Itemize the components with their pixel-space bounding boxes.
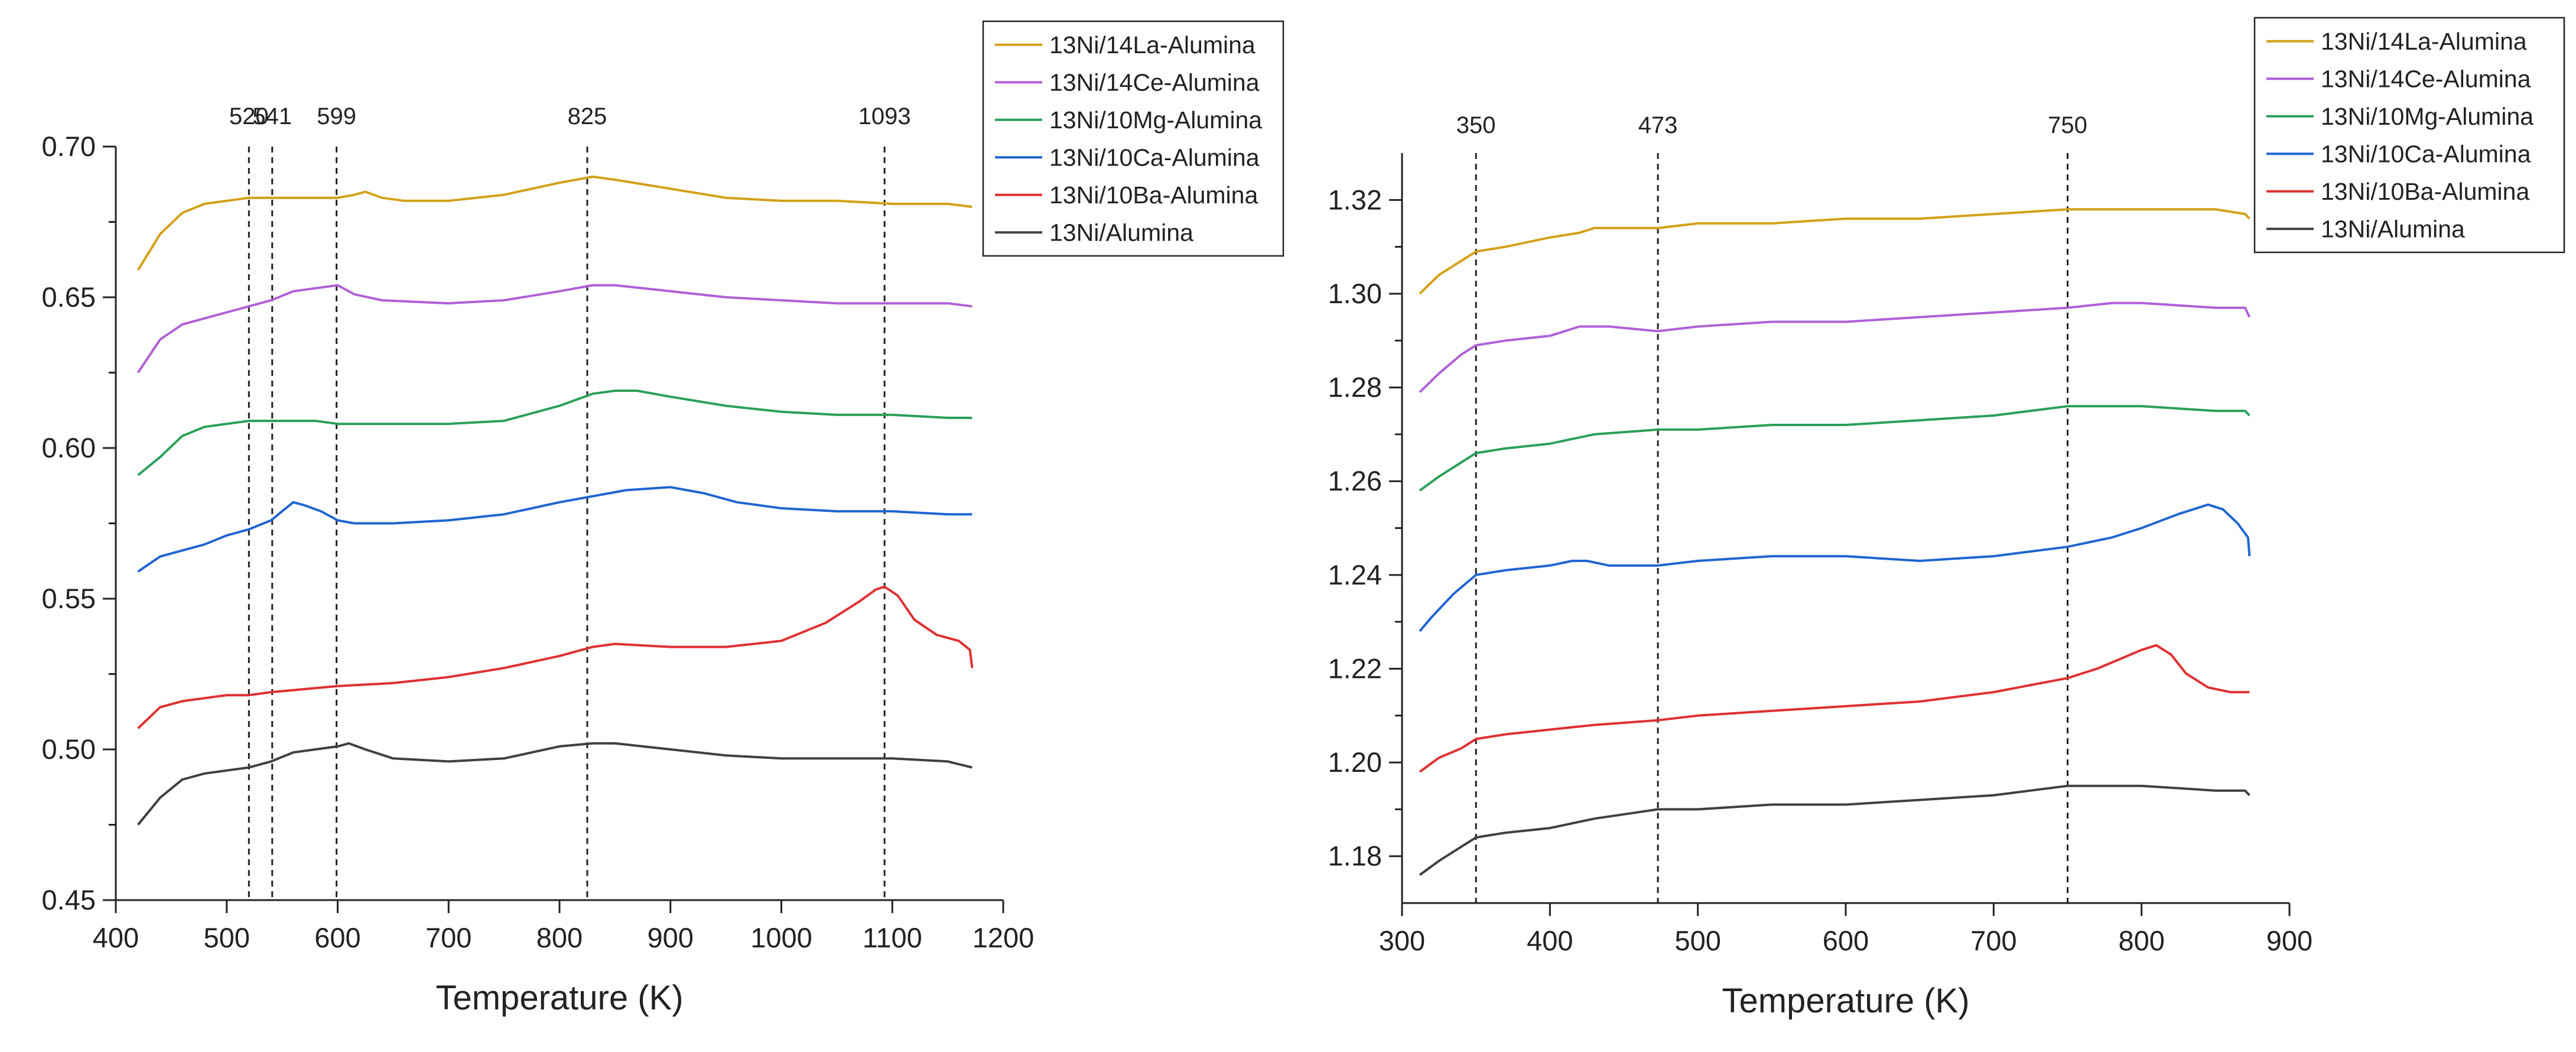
- reference-line-label: 825: [568, 103, 607, 129]
- series-line: [136, 284, 972, 374]
- legend-label: 13Ni/Alumina: [1049, 219, 1193, 246]
- legend-label: 13Ni/14La-Alumina: [1049, 31, 1256, 59]
- reference-line-label: 541: [252, 103, 292, 129]
- y-tick-label: 1.28: [1328, 372, 1382, 403]
- x-tick-label: 900: [648, 922, 694, 953]
- y-tick-label: 0.55: [42, 583, 96, 614]
- legend-box: [982, 20, 1284, 257]
- series-line: [137, 486, 972, 573]
- reference-line-label: 473: [1638, 112, 1678, 138]
- y-tick-label: 0.70: [42, 131, 96, 162]
- x-tick-label: 800: [2118, 925, 2164, 956]
- x-tick-label: 500: [204, 922, 250, 953]
- x-tick-label: 1000: [750, 922, 812, 953]
- chart-2: 1.18 1.20 1.22 1.24 1.26 1.28 1.30 1.32 300 400 50…: [1328, 17, 2565, 1020]
- x-tick-label: 300: [1379, 925, 1425, 956]
- legend-label: 13Ni/10Mg-Alumina: [1049, 106, 1262, 134]
- x-tick-label: 1200: [972, 922, 1035, 953]
- legend-label: 13Ni/10Ca-Alumina: [1049, 144, 1260, 171]
- x-tick-label: 600: [1823, 925, 1869, 956]
- series-line: [137, 585, 974, 729]
- legend-label: 13Ni/14Ce-Alumina: [2321, 65, 2531, 92]
- y-tick-label: 0.60: [42, 432, 96, 463]
- series-line: [137, 742, 972, 826]
- y-tick-label: 0.50: [42, 733, 96, 765]
- legend: 13Ni/14La-Alumina 13Ni/14Ce-Alumina 13Ni/1…: [982, 20, 1284, 257]
- series-line: [1419, 405, 2250, 492]
- x-tick-label: 1100: [863, 922, 922, 953]
- reference-line-label: 1093: [858, 103, 911, 129]
- y-tick-label: 1.30: [1328, 278, 1382, 309]
- legend-label: 13Ni/10Ca-Alumina: [2321, 140, 2531, 167]
- series-line: [1419, 644, 2250, 773]
- y-tick-label: 0.45: [42, 884, 96, 915]
- reference-line-label: 350: [1456, 112, 1496, 138]
- legend-box: [2253, 17, 2565, 254]
- y-tick-label: 0.65: [42, 281, 96, 313]
- legend-label: 13Ni/10Ba-Alumina: [1049, 181, 1258, 209]
- x-tick-label: 800: [536, 922, 583, 953]
- y-tick-label: 1.26: [1328, 465, 1382, 496]
- x-axis-title: Temperature (K): [1722, 982, 1969, 1020]
- x-tick-label: 600: [314, 922, 360, 953]
- reference-line-label: 750: [2048, 112, 2087, 138]
- y-tick-label: 1.18: [1328, 840, 1382, 872]
- x-tick-label: 400: [93, 922, 139, 953]
- legend-label: 13Ni/14Ce-Alumina: [1049, 69, 1260, 96]
- series-line: [136, 176, 972, 271]
- legend-label: 13Ni/10Mg-Alumina: [2321, 103, 2533, 130]
- legend: 13Ni/14La-Alumina 13Ni/14Ce-Alumina 13Ni/1…: [2253, 17, 2565, 254]
- legend-label: 13Ni/10Ba-Alumina: [2321, 178, 2529, 205]
- y-tick-label: 1.32: [1328, 184, 1382, 215]
- series-line: [1419, 208, 2250, 295]
- legend-label: 13Ni/Alumina: [2321, 215, 2465, 242]
- series-line: [1419, 503, 2251, 632]
- y-tick-label: 1.22: [1328, 652, 1382, 684]
- reference-line-label: 520: [229, 103, 269, 129]
- reference-line-label: 599: [317, 103, 356, 129]
- x-tick-label: 500: [1674, 925, 1720, 956]
- series-line: [1419, 301, 2251, 393]
- y-tick-label: 1.20: [1328, 746, 1382, 778]
- x-tick-label: 700: [425, 922, 471, 953]
- x-tick-label: 400: [1527, 925, 1573, 956]
- x-axis-title: Temperature (K): [435, 979, 683, 1017]
- y-tick-label: 1.24: [1328, 559, 1382, 590]
- x-tick-label: 700: [1970, 925, 2016, 956]
- series-line: [137, 389, 972, 476]
- chart-1: 0.45 0.50 0.55 0.60 0.65 0.70 400 500 600 700 800 9…: [42, 20, 1284, 1017]
- series-line: [1419, 784, 2250, 876]
- x-tick-label: 900: [2266, 925, 2312, 956]
- legend-label: 13Ni/14La-Alumina: [2321, 28, 2527, 55]
